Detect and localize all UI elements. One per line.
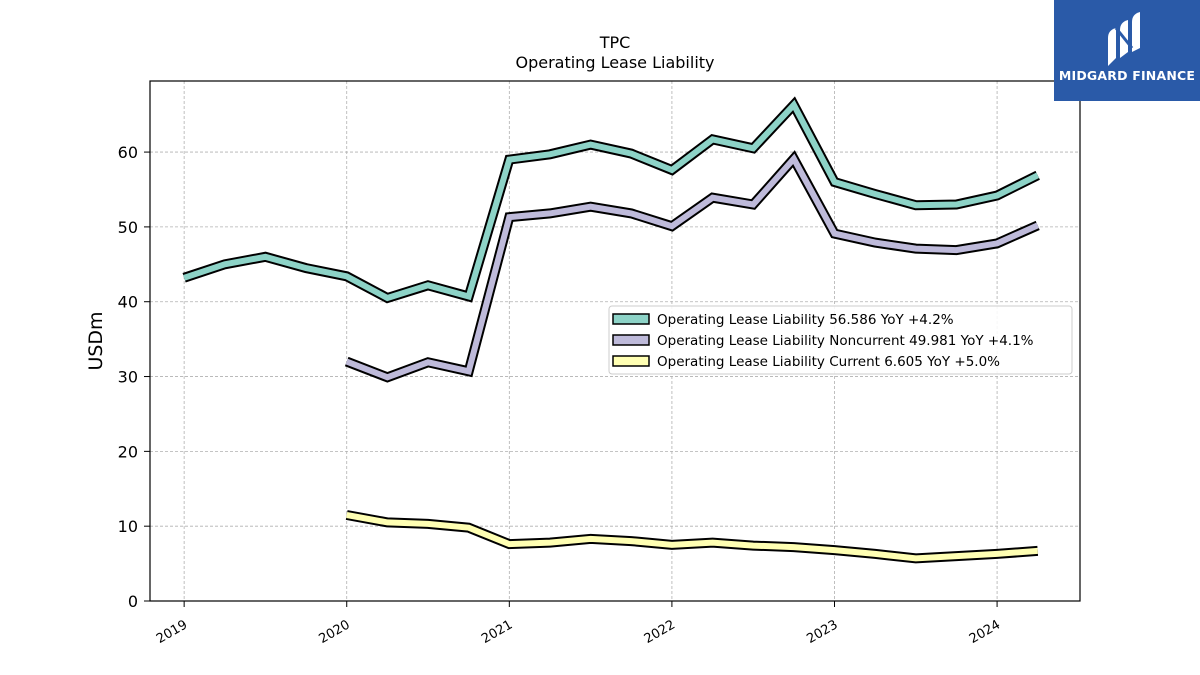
legend-swatch — [612, 334, 650, 346]
legend: Operating Lease Liability 56.586 YoY +4.… — [608, 305, 1073, 375]
x-tick-label: 2020 — [317, 617, 353, 647]
x-tick-label: 2019 — [154, 617, 190, 647]
legend-box — [608, 305, 1073, 375]
y-tick-label: 50 — [118, 218, 138, 237]
midgard-logo-icon — [1108, 12, 1140, 66]
chart-subtitle: Operating Lease Liability — [515, 53, 714, 72]
x-tick-label: 2022 — [642, 617, 678, 647]
logo-text: MIDGARD FINANCE — [1058, 68, 1196, 83]
legend-label: Operating Lease Liability 56.586 YoY +4.… — [657, 312, 954, 328]
series-outline-2 — [345, 510, 1039, 564]
x-tick-label: 2023 — [804, 617, 840, 647]
legend-swatch — [612, 355, 650, 367]
y-tick-label: 0 — [128, 592, 138, 611]
series-line-2 — [346, 512, 1038, 562]
legend-label: Operating Lease Liability Noncurrent 49.… — [657, 333, 1034, 349]
y-tick-label: 10 — [118, 517, 138, 536]
y-tick-label: 20 — [118, 442, 138, 461]
y-tick-label: 40 — [118, 293, 138, 312]
chart-title: TPC — [599, 33, 631, 52]
y-tick-label: 30 — [118, 368, 138, 387]
y-tick-label: 60 — [118, 143, 138, 162]
ticks: 0 10 20 30 40 50 60 2019 2020 2021 2022 2023 2024 — [118, 143, 1003, 647]
x-tick-label: 2021 — [479, 617, 515, 647]
legend-label: Operating Lease Liability Current 6.605 … — [657, 354, 1000, 370]
legend-swatch — [612, 313, 650, 325]
midgard-finance-logo: MIDGARD FINANCE — [1054, 0, 1200, 101]
y-axis-label: USDm — [85, 311, 107, 370]
series-layer — [182, 96, 1040, 564]
series-line-1 — [345, 153, 1039, 381]
plot-area-frame — [149, 80, 1081, 602]
series-line-0 — [183, 99, 1040, 302]
x-tick-label: 2024 — [967, 617, 1003, 647]
